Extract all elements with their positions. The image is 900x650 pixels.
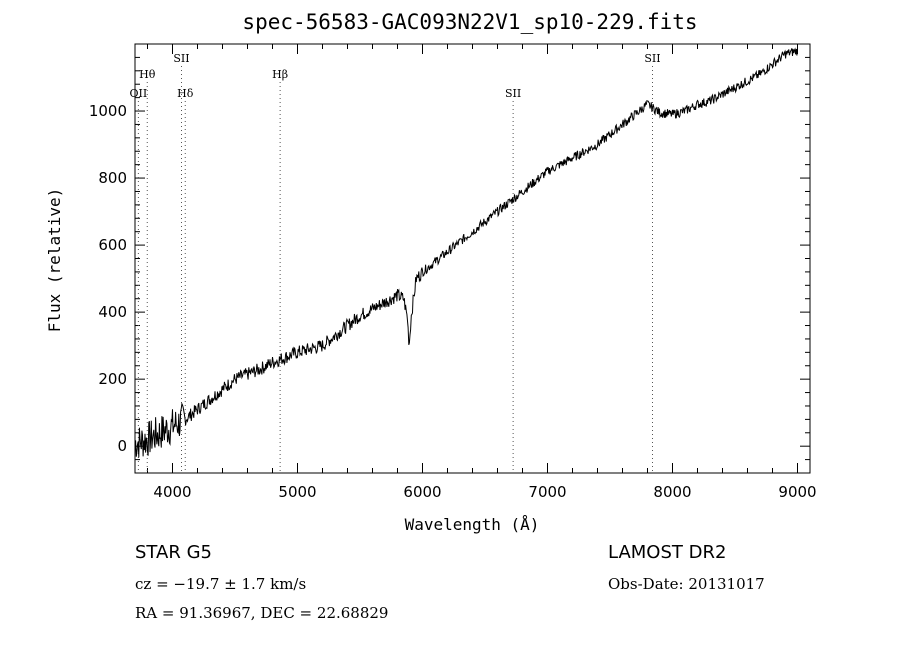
line-label: SII <box>505 87 521 100</box>
emission-line-labels: OII Hθ SII Hδ Hβ SII SII <box>130 52 661 473</box>
plot-axes: 4000 5000 6000 7000 8000 9000 0 200 400 600 800 100… <box>89 43 817 501</box>
x-tick-label: 8000 <box>653 483 691 501</box>
y-axis-label: Flux (relative) <box>45 188 64 333</box>
spectrum-line <box>134 47 798 458</box>
x-tick-label: 5000 <box>278 483 316 501</box>
line-label: Hβ <box>272 68 288 81</box>
plot-frame <box>134 43 811 474</box>
line-label: OII <box>130 87 148 100</box>
line-label: Hδ <box>177 87 194 100</box>
x-axis-label: Wavelength (Å) <box>405 515 540 534</box>
object-class: STAR G5 <box>135 542 212 563</box>
y-tick-label: 800 <box>98 169 127 187</box>
survey-name: LAMOST DR2 <box>608 542 727 563</box>
ra-dec: RA = 91.36967, DEC = 22.68829 <box>135 604 389 622</box>
y-tick-label: 200 <box>98 370 127 388</box>
y-tick-label: 400 <box>98 303 127 321</box>
x-tick-label: 7000 <box>528 483 566 501</box>
y-tick-label: 0 <box>117 437 127 455</box>
x-tick-label: 6000 <box>403 483 441 501</box>
line-label: SII <box>644 52 660 65</box>
line-label: SII <box>173 52 189 65</box>
x-tick-label: 9000 <box>778 483 816 501</box>
line-label: Hθ <box>139 68 156 81</box>
redshift-cz: cz = −19.7 ± 1.7 km/s <box>135 575 307 593</box>
y-tick-label: 600 <box>98 236 127 254</box>
plot-title: spec-56583-GAC093N22V1_sp10-229.fits <box>242 10 698 34</box>
x-tick-label: 4000 <box>153 483 191 501</box>
obs-date: Obs-Date: 20131017 <box>608 575 765 593</box>
y-tick-label: 1000 <box>89 102 127 120</box>
